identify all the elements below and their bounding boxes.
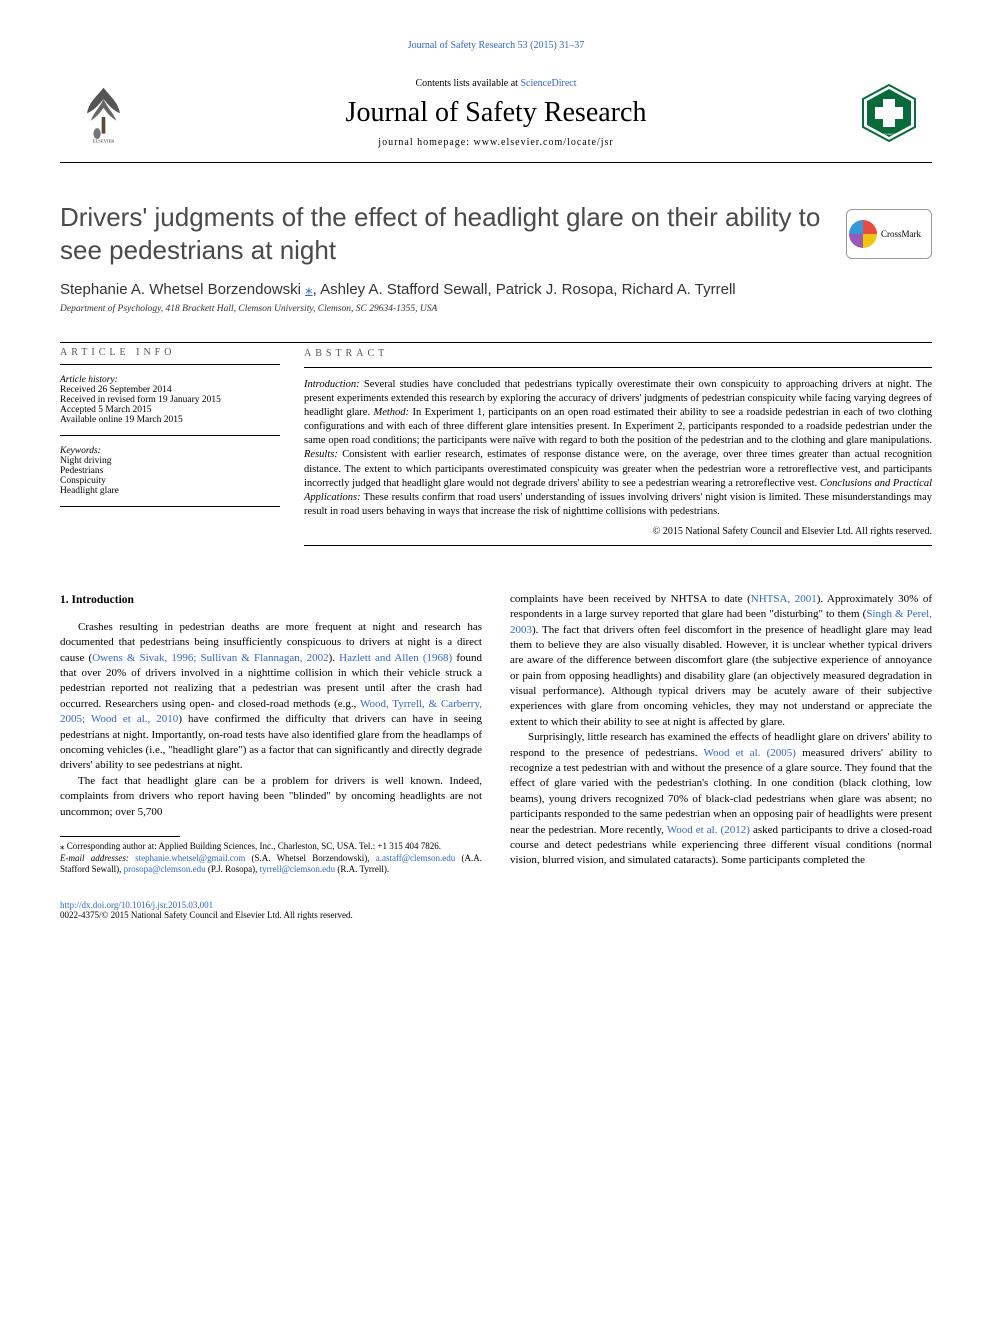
email-link[interactable]: prosopa@clemson.edu (124, 864, 206, 874)
body-columns: 1. Introduction Crashes resulting in ped… (60, 592, 932, 876)
affiliation: Department of Psychology, 418 Brackett H… (60, 304, 932, 314)
svg-text:www.nsc.org: www.nsc.org (881, 132, 897, 136)
citation-link[interactable]: Owens & Sivak, 1996; Sullivan & Flannaga… (92, 652, 328, 664)
sciencedirect-link[interactable]: ScienceDirect (520, 78, 576, 89)
journal-reference: Journal of Safety Research 53 (2015) 31–… (60, 40, 932, 51)
doi-link[interactable]: http://dx.doi.org/10.1016/j.jsr.2015.03.… (60, 900, 213, 910)
article-info-heading: article info (60, 347, 280, 365)
crossmark-button[interactable]: CrossMark (846, 209, 932, 259)
accepted-date: Accepted 5 March 2015 (60, 405, 280, 415)
keyword: Pedestrians (60, 466, 280, 476)
page-container: Journal of Safety Research 53 (2015) 31–… (0, 0, 992, 950)
right-column: complaints have been received by NHTSA t… (510, 592, 932, 876)
email-addresses: E-mail addresses: stephanie.whetsel@gmai… (60, 853, 482, 876)
citation-link[interactable]: Wood et al. (2012) (667, 824, 750, 836)
footnotes: ⁎ Corresponding author at: Applied Build… (60, 841, 482, 876)
paragraph: Crashes resulting in pedestrian deaths a… (60, 620, 482, 774)
corresponding-author-note: ⁎ Corresponding author at: Applied Build… (60, 841, 482, 853)
issn-line: 0022-4375/© 2015 National Safety Council… (60, 910, 932, 920)
nsc-logo: www.nsc.org (854, 75, 924, 150)
keyword: Headlight glare (60, 486, 280, 496)
journal-title: Journal of Safety Research (138, 97, 854, 129)
email-link[interactable]: a.astaff@clemson.edu (376, 853, 456, 863)
abstract-text: Introduction: Several studies have concl… (304, 378, 932, 520)
received-date: Received 26 September 2014 (60, 385, 280, 395)
left-column: 1. Introduction Crashes resulting in ped… (60, 592, 482, 876)
keyword: Night driving (60, 456, 280, 466)
citation-link[interactable]: NHTSA, 2001 (751, 593, 817, 605)
online-date: Available online 19 March 2015 (60, 415, 280, 425)
page-footer: http://dx.doi.org/10.1016/j.jsr.2015.03.… (60, 900, 932, 920)
section-title: 1. Introduction (60, 592, 482, 608)
elsevier-tree-icon: ELSEVIER (76, 80, 131, 145)
keywords-label: Keywords: (60, 446, 280, 456)
citation-link[interactable]: Hazlett and Allen (1968) (339, 652, 452, 664)
citation-link[interactable]: Wood et al. (2005) (704, 747, 796, 759)
journal-homepage-url[interactable]: www.elsevier.com/locate/jsr (474, 137, 614, 148)
journal-header: ELSEVIER Contents lists available at Sci… (60, 63, 932, 163)
keyword: Conspicuity (60, 476, 280, 486)
contents-line: Contents lists available at ScienceDirec… (138, 78, 854, 89)
email-link[interactable]: stephanie.whetsel@gmail.com (135, 853, 245, 863)
crossmark-label: CrossMark (881, 229, 921, 239)
crossmark-icon (849, 220, 877, 248)
email-link[interactable]: tyrrell@clemson.edu (260, 864, 336, 874)
article-info-column: article info Article history: Received 2… (60, 347, 304, 546)
journal-homepage: journal homepage: www.elsevier.com/locat… (138, 137, 854, 148)
abstract-column: abstract Introduction: Several studies h… (304, 347, 932, 546)
abstract-copyright: © 2015 National Safety Council and Elsev… (304, 525, 932, 546)
article-title: Drivers' judgments of the effect of head… (60, 201, 830, 266)
paragraph: The fact that headlight glare can be a p… (60, 774, 482, 820)
corresponding-author-link[interactable]: ⁎ (305, 281, 313, 298)
history-label: Article history: (60, 375, 280, 385)
elsevier-logo: ELSEVIER (68, 75, 138, 150)
abstract-heading: abstract (304, 347, 932, 368)
nsc-logo-icon: www.nsc.org (859, 83, 919, 143)
authors-line: Stephanie A. Whetsel Borzendowski ⁎, Ash… (60, 280, 932, 298)
footnote-separator (60, 836, 180, 837)
journal-reference-link[interactable]: Journal of Safety Research 53 (2015) 31–… (408, 40, 585, 51)
paragraph: Surprisingly, little research has examin… (510, 730, 932, 869)
paragraph: complaints have been received by NHTSA t… (510, 592, 932, 731)
revised-date: Received in revised form 19 January 2015 (60, 395, 280, 405)
svg-text:ELSEVIER: ELSEVIER (92, 139, 115, 144)
